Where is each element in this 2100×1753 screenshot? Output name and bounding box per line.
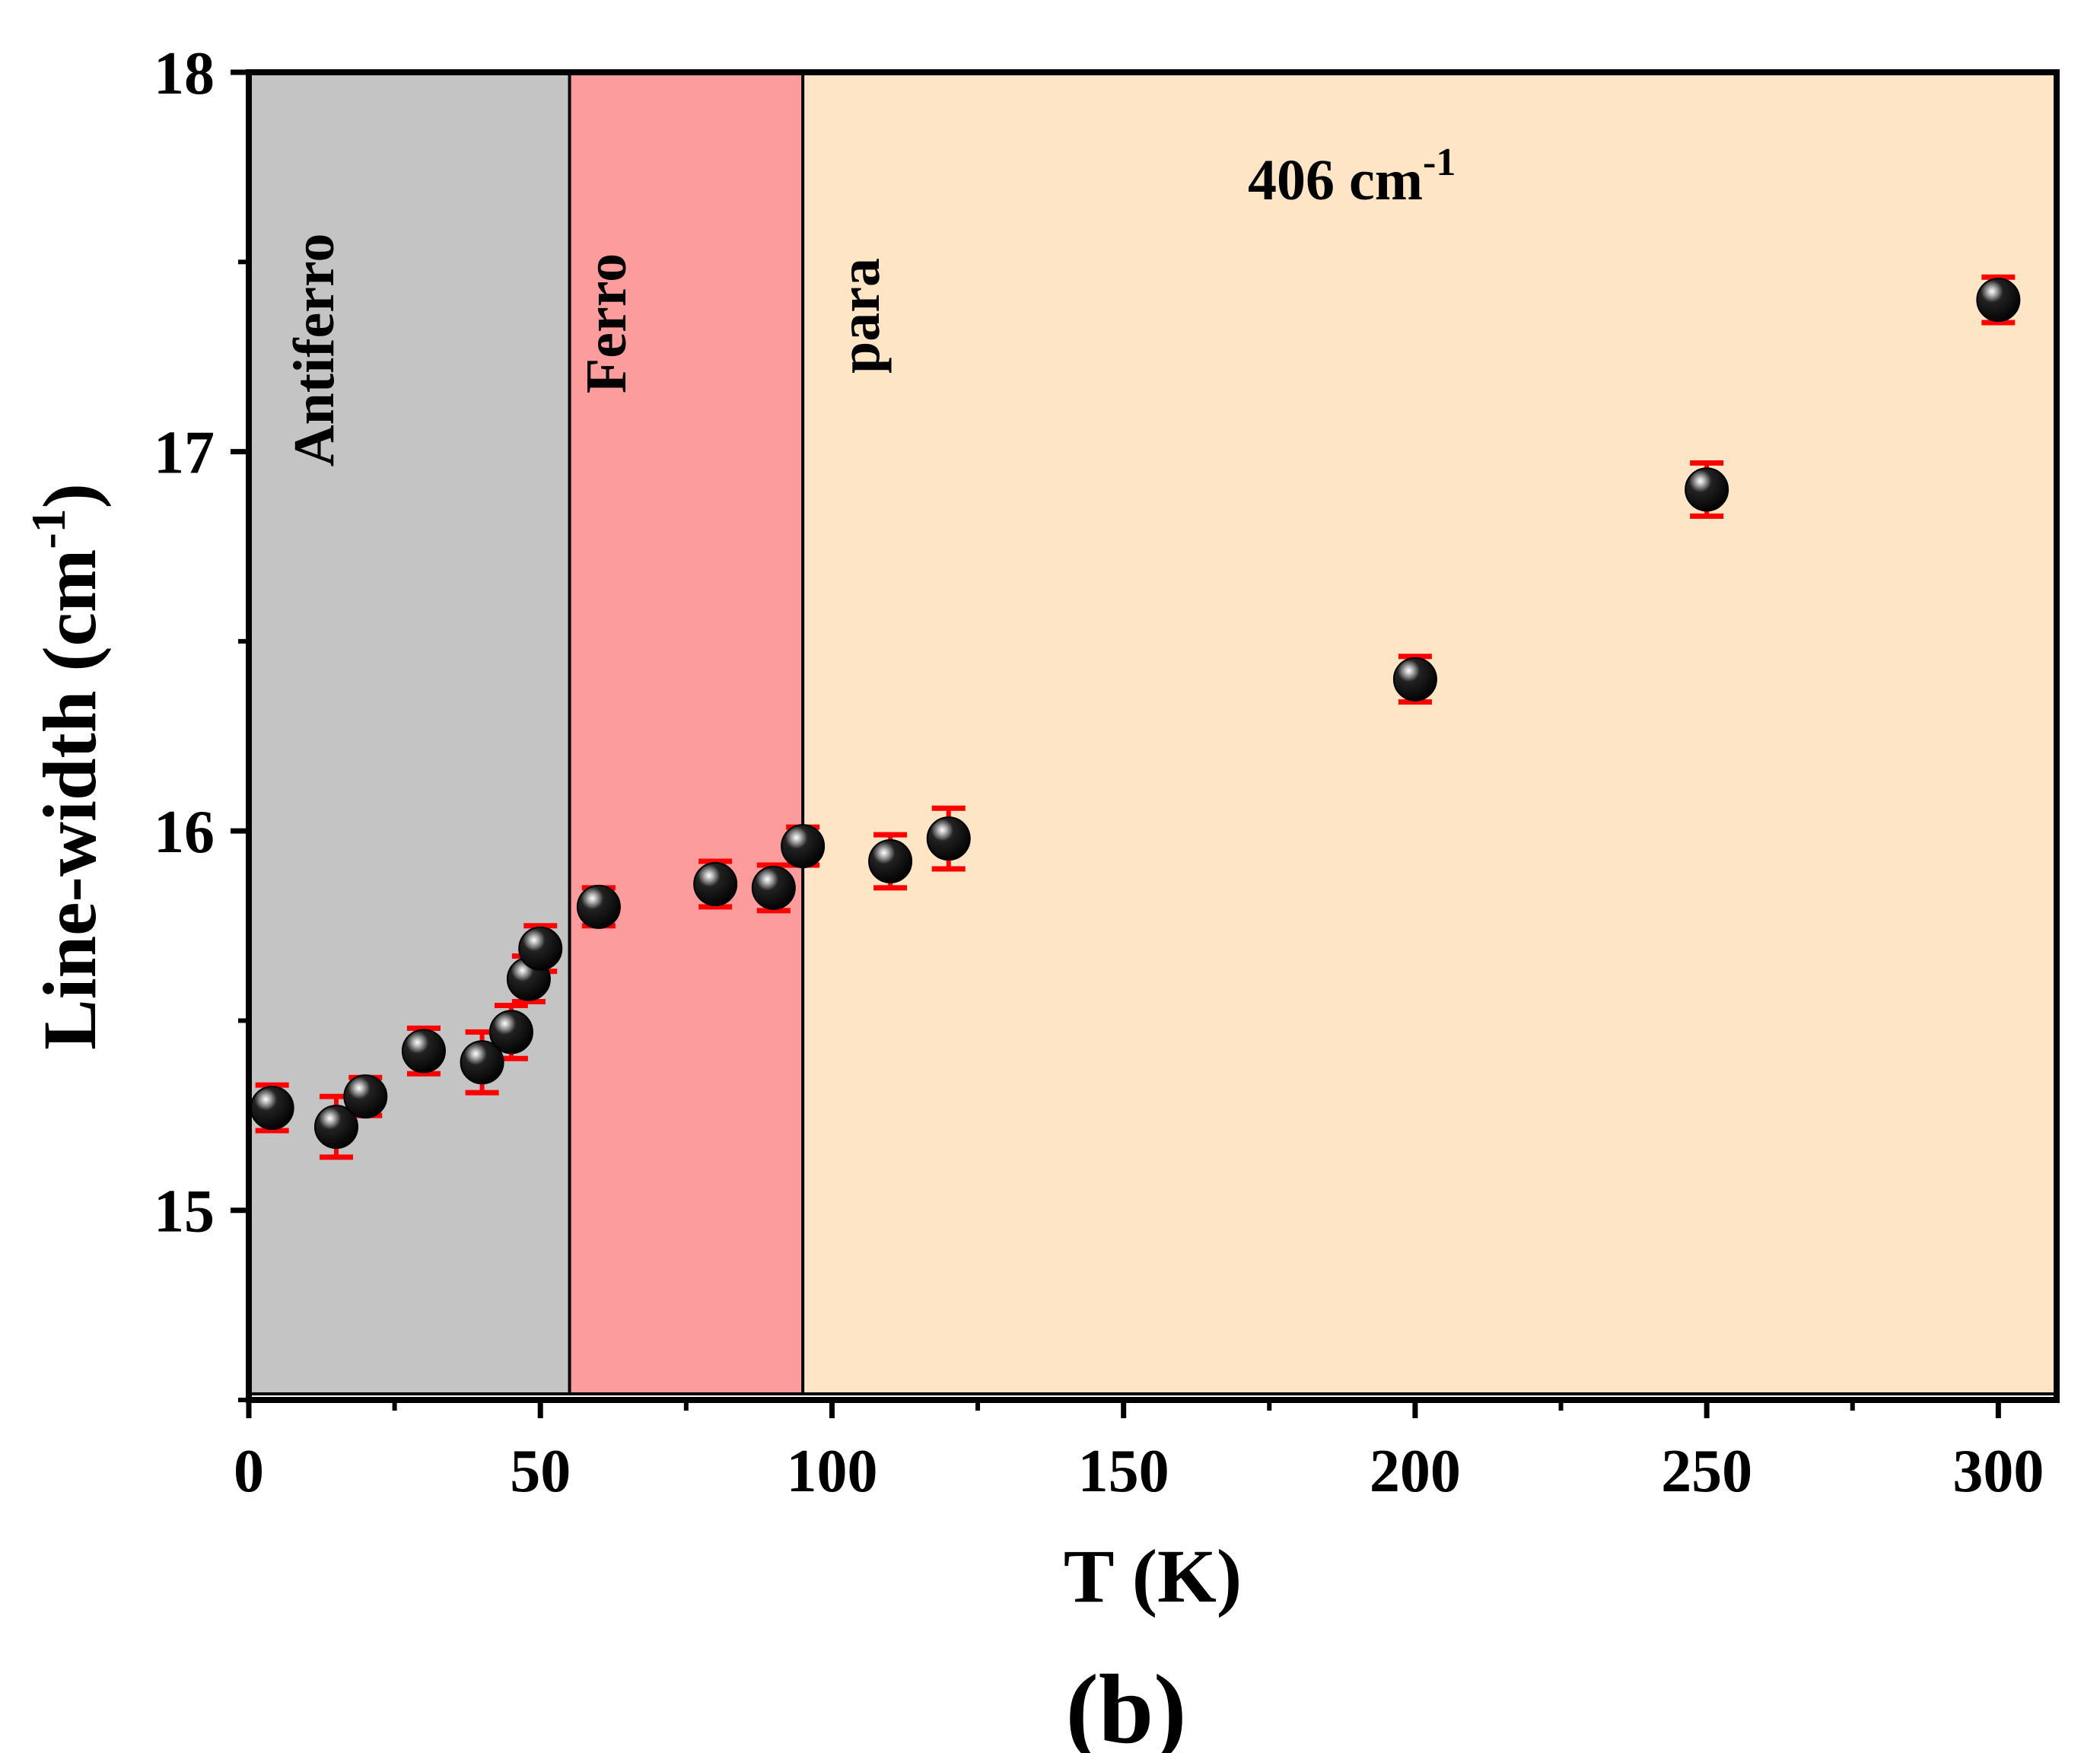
region-para [803, 72, 2057, 1394]
x-tick-label: 300 [1952, 1438, 2044, 1505]
data-point [926, 816, 971, 861]
data-point [1392, 657, 1437, 702]
data-point [1976, 278, 2021, 323]
x-tick-label: 50 [510, 1438, 571, 1505]
data-point [250, 1086, 294, 1131]
region-antiferro [249, 72, 570, 1394]
mode-annotation-superscript: -1 [1423, 141, 1456, 184]
y-tick-label: 17 [154, 420, 215, 487]
data-point [401, 1029, 446, 1074]
y-axis-title-close: ) [27, 483, 112, 508]
data-markers [250, 278, 2021, 1150]
y-tick-label: 15 [154, 1179, 215, 1246]
plot-frame [246, 69, 2060, 1403]
x-tick-label: 250 [1661, 1438, 1752, 1505]
data-point [488, 1010, 533, 1055]
region-ferro [569, 72, 803, 1394]
panel-label: (b) [1066, 1655, 1187, 1753]
data-point [693, 861, 738, 906]
x-axis-ticks: 0 50 100 150 200 250 300 [234, 1400, 2044, 1505]
x-tick-label: 200 [1370, 1438, 1461, 1505]
y-tick-label: 16 [154, 799, 215, 866]
region-label-ferro: Ferro [574, 253, 638, 393]
y-axis-title-main: Line-width (cm [27, 549, 112, 1050]
data-point [576, 884, 621, 929]
y-axis-ticks: 15 16 17 18 [154, 40, 249, 1402]
data-point [460, 1040, 504, 1085]
x-axis-title: T (K) [1064, 1534, 1242, 1618]
data-point [751, 865, 796, 910]
data-point [313, 1105, 358, 1150]
region-label-para: para [828, 258, 892, 374]
y-axis-title: Line-width (cm-1) [21, 483, 112, 1050]
y-axis-title-superscript: -1 [21, 508, 75, 549]
data-point [343, 1074, 388, 1119]
x-tick-label: 0 [234, 1438, 264, 1505]
data-point [781, 824, 826, 869]
mode-annotation-main: 406 cm [1248, 148, 1423, 212]
phase-regions [249, 72, 2057, 1395]
x-tick-label: 100 [786, 1438, 877, 1505]
data-point [868, 839, 913, 884]
region-label-antiferro: Antiferro [282, 234, 346, 467]
data-point [1685, 467, 1729, 512]
data-point [518, 926, 563, 971]
y-tick-label: 18 [154, 40, 215, 107]
x-tick-label: 150 [1078, 1438, 1169, 1505]
mode-annotation: 406 cm-1 [1248, 141, 1456, 212]
